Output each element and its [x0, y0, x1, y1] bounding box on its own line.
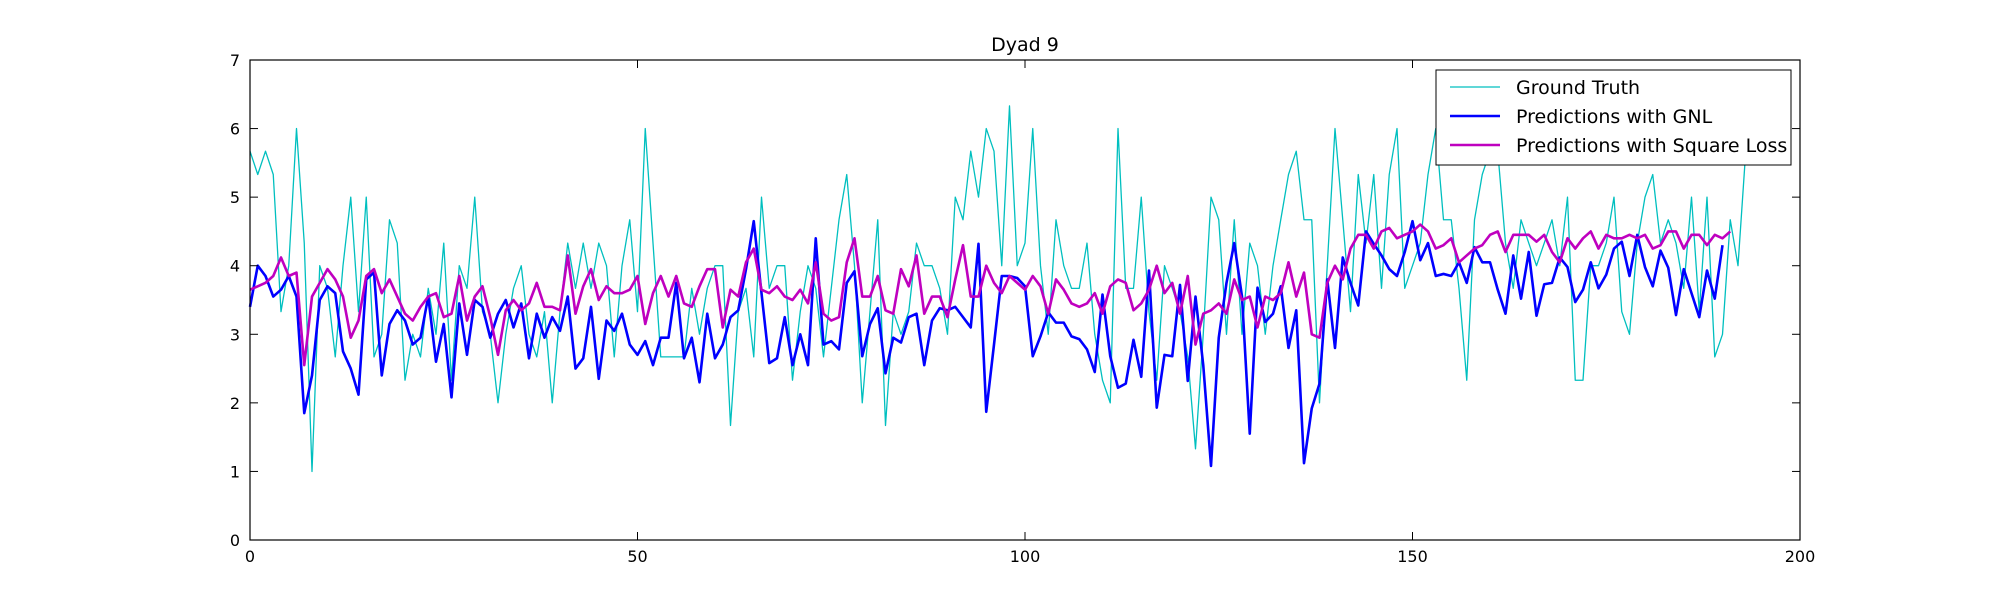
- legend-label: Ground Truth: [1516, 77, 1640, 99]
- y-axis-ticks: 0 1 2 3 4 5 6 7: [230, 51, 1800, 550]
- legend-box: [1435, 69, 1792, 166]
- y-tick-label: 0: [230, 531, 240, 550]
- legend-label: Predictions with GNL: [1516, 106, 1713, 128]
- y-tick-label: 2: [230, 394, 240, 413]
- legend-label: Predictions with Square Loss: [1516, 135, 1787, 157]
- x-tick-label: 0: [245, 547, 255, 566]
- y-tick-label: 3: [230, 325, 240, 344]
- x-tick-label: 50: [627, 547, 647, 566]
- y-tick-label: 1: [230, 462, 240, 481]
- y-tick-label: 7: [230, 51, 240, 70]
- x-tick-label: 200: [1785, 547, 1816, 566]
- series-line-2: [248, 219, 1724, 468]
- x-tick-label: 150: [1397, 547, 1428, 566]
- legend: Ground Truth Predictions with GNL Predicti…: [1435, 69, 1792, 166]
- y-tick-label: 5: [230, 188, 240, 207]
- series-line-3: [249, 223, 1732, 367]
- y-tick-label: 4: [230, 257, 240, 276]
- y-tick-label: 6: [230, 120, 240, 139]
- x-axis-ticks: 0 50 100 150 200: [245, 60, 1815, 566]
- x-tick-label: 100: [1010, 547, 1041, 566]
- chart-title: Dyad 9: [991, 34, 1059, 56]
